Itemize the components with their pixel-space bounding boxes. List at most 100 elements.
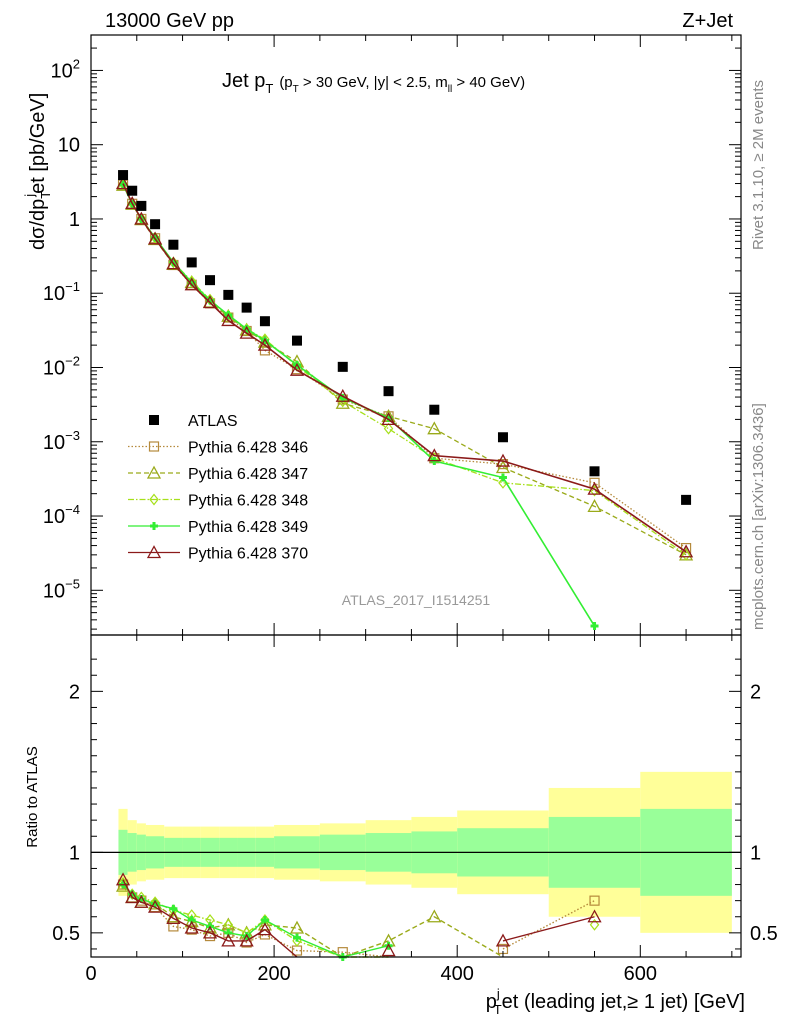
ratio-y-tick-label-right: 0.5: [750, 923, 778, 945]
x-tick-label: 0: [85, 963, 96, 985]
side-label-bottom: mcplots.cern.ch [arXiv:1306.3436]: [750, 403, 767, 630]
data-point-atlas: [136, 200, 147, 211]
ratio-point-pythia-6-428-346: [589, 895, 600, 906]
main-y-tick-label: 10−5: [43, 576, 80, 602]
main-y-tick-label: 10−1: [43, 279, 80, 305]
data-point-pythia-6-428-349: [590, 622, 599, 631]
data-point-pythia-6-428-348: [383, 422, 394, 435]
data-point-pythia-6-428-370: [239, 325, 254, 339]
data-point-pythia-6-428-347: [427, 421, 442, 435]
data-point-pythia-6-428-370: [381, 412, 396, 426]
data-point-pythia-6-428-370: [134, 211, 149, 225]
data-point-atlas: [383, 386, 394, 397]
data-point-atlas: [168, 239, 179, 250]
legend-marker: [146, 465, 162, 479]
data-point-pythia-6-428-370: [184, 277, 199, 291]
legend-label: ATLAS: [188, 413, 238, 430]
ratio-point-pythia-6-428-370: [202, 925, 218, 939]
data-point-pythia-6-428-370: [587, 481, 602, 495]
x-tick-label: 400: [441, 963, 474, 985]
data-point-atlas: [118, 170, 129, 181]
data-point-atlas: [150, 219, 161, 230]
data-point-pythia-6-428-370: [289, 362, 305, 376]
ratio-plot-panel: 0.5 0.5 1 1 2 2 0 200 400 600 Ratio to ATLAS pj T…: [24, 634, 778, 1017]
data-point-atlas: [681, 494, 692, 505]
main-y-tick-label: 10: [58, 135, 80, 157]
data-point-pythia-6-428-370: [427, 448, 442, 462]
legend-marker: [148, 441, 160, 452]
legend-label: Pythia 6.428 347: [188, 466, 308, 483]
data-point-atlas: [241, 302, 252, 313]
ratio-y-tick-label-right: 1: [750, 842, 761, 864]
ratio-y-tick-label: 2: [69, 681, 80, 703]
data-point-pythia-6-428-370: [495, 453, 511, 467]
x-tick-label: 200: [257, 963, 290, 985]
ratio-point-pythia-6-428-347: [427, 909, 442, 923]
data-point-atlas: [291, 335, 302, 346]
main-y-tick-label: 102: [51, 56, 80, 82]
watermark: ATLAS_2017_I1514251: [342, 592, 491, 608]
header-left: 13000 GeV pp: [105, 10, 234, 32]
data-point-pythia-6-428-370: [678, 544, 694, 558]
data-point-atlas: [223, 289, 234, 300]
data-point-pythia-6-428-346: [589, 477, 600, 488]
legend-label: Pythia 6.428 370: [188, 546, 308, 563]
ratio-point-pythia-6-428-370: [495, 933, 511, 947]
main-y-tick-label: 10−2: [43, 353, 80, 379]
legend-marker: [149, 493, 159, 506]
data-point-pythia-6-428-349: [498, 473, 507, 482]
ratio-point-pythia-6-428-370: [166, 911, 181, 925]
ratio-y-tick-label: 0.5: [52, 923, 80, 945]
side-label-top: Rivet 3.1.10, ≥ 2M events: [750, 80, 767, 250]
header-right: Z+Jet: [682, 10, 733, 32]
ratio-point-pythia-6-428-370: [381, 943, 396, 957]
ratio-point-pythia-6-428-370: [115, 872, 131, 886]
legend: ATLAS Pythia 6.428 346 Pythia 6.428 347 Pyt…: [128, 413, 308, 563]
data-point-pythia-6-428-370: [202, 295, 218, 309]
ratio-point-pythia-6-428-370: [147, 899, 163, 913]
ratio-plot-frame: [90, 634, 742, 958]
main-y-tick-label: 10−3: [43, 428, 80, 454]
legend-marker: [146, 545, 162, 559]
legend-marker: [149, 415, 159, 425]
main-title: Jet pT (pT > 30 GeV, |y| < 2.5, mll > 40 …: [222, 70, 525, 96]
data-point-atlas: [429, 404, 440, 415]
data-point-pythia-6-428-370: [166, 256, 181, 270]
data-point-atlas: [337, 361, 348, 372]
data-point-atlas: [589, 466, 600, 477]
data-point-atlas: [186, 257, 197, 268]
ratio-point-pythia-6-428-349: [292, 933, 301, 942]
legend-label: Pythia 6.428 349: [188, 519, 308, 536]
main-y-axis-label: dσ/dpTjet [pb/GeV]: [22, 93, 53, 250]
data-point-pythia-6-428-347: [495, 460, 511, 474]
data-point-pythia-6-428-370: [257, 337, 273, 351]
ratio-point-pythia-6-428-370: [239, 933, 254, 947]
data-point-pythia-6-428-370: [115, 176, 131, 190]
data-point-pythia-6-428-348: [681, 548, 691, 561]
x-axis-label: pj Tet (leading jet,≥ 1 jet) [GeV]: [486, 986, 745, 1017]
data-point-pythia-6-428-370: [147, 231, 163, 245]
data-point-atlas: [127, 185, 138, 196]
legend-label: Pythia 6.428 348: [188, 493, 308, 510]
ratio-point-pythia-6-428-346: [223, 927, 234, 938]
ratio-point-pythia-6-428-370: [184, 920, 199, 934]
ratio-point-pythia-6-428-370: [221, 933, 236, 947]
series-line-pythia-6-428-370: [122, 183, 687, 553]
data-point-pythia-6-428-370: [125, 196, 140, 210]
legend-marker: [150, 522, 158, 530]
ratio-point-pythia-6-428-348: [589, 918, 600, 931]
data-point-atlas: [259, 316, 270, 327]
ratio-point-pythia-6-428-347: [289, 920, 305, 934]
ratio-line-pythia-6-428-347: [122, 885, 504, 958]
data-point-atlas: [205, 275, 216, 286]
ratio-y-tick-label-right: 2: [750, 681, 761, 703]
data-point-pythia-6-428-347: [587, 498, 602, 512]
ratio-y-axis-label: Ratio to ATLAS: [24, 746, 41, 847]
ratio-line-pythia-6-428-349: [122, 884, 389, 958]
ratio-y-tick-label: 1: [69, 842, 80, 864]
ratio-point-pythia-6-428-370: [134, 894, 149, 908]
data-point-pythia-6-428-370: [221, 313, 236, 327]
main-y-tick-label: 10−4: [43, 502, 80, 528]
data-point-pythia-6-428-370: [335, 388, 350, 402]
